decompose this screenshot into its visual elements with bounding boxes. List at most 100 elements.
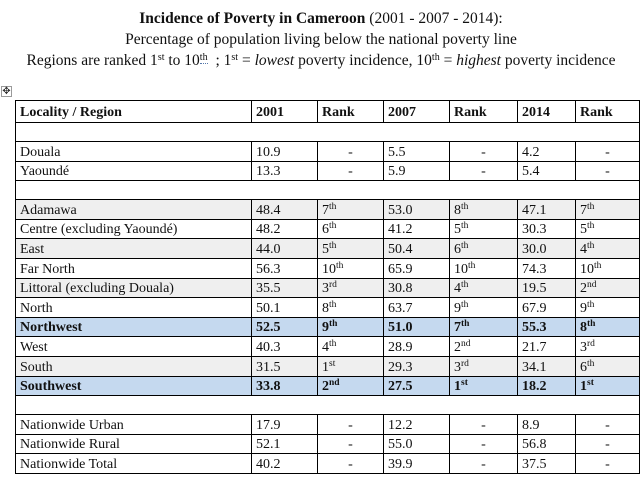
page-title: Incidence of Poverty in Cameroon (2001 -…	[0, 8, 642, 29]
table-row: West 40.3 4th 28.9 2nd 21.7 3rd	[15, 336, 640, 357]
region-name: East	[15, 238, 252, 259]
value-2014: 8.9	[517, 414, 576, 435]
table-row: Adamawa 48.4 7th 53.0 8th 47.1 7th	[15, 199, 640, 220]
region-name: Southwest	[15, 375, 252, 397]
rank-2001: 3rd	[317, 277, 384, 299]
rank-2014: 2nd	[575, 277, 640, 299]
rank-2007: -	[449, 160, 518, 182]
value-2007: 12.2	[383, 414, 450, 435]
poverty-table: Locality / Region 2001 Rank 2007 Rank 20…	[15, 100, 640, 474]
value-2007: 50.4	[383, 238, 450, 259]
rank-2007: 4th	[449, 277, 518, 299]
table-row: Nationwide Rural 52.1-55.0-56.8-	[15, 433, 640, 455]
rank-2001: -	[317, 160, 384, 182]
header-row: Locality / Region 2001 Rank 2007 Rank 20…	[15, 100, 640, 123]
rank-2001: -	[317, 141, 384, 162]
rank-2007: 3rd	[449, 355, 518, 377]
rank-2001: 8th	[317, 297, 384, 318]
col-header-rank-2014: Rank	[575, 100, 640, 123]
col-header-2001: 2001	[251, 100, 318, 123]
rank-2007: -	[449, 414, 518, 435]
region-name: North	[15, 297, 252, 318]
region-name: Adamawa	[15, 199, 252, 220]
region-name: Far North	[15, 257, 252, 279]
rank-2001: 2nd	[317, 375, 384, 397]
table-row: Littoral (excluding Douala) 35.5 3rd 30.8 4t…	[15, 277, 640, 299]
rank-2014: -	[575, 160, 640, 182]
table-row: Nationwide Total 40.2-39.9-37.5-	[15, 453, 640, 474]
move-arrows-icon[interactable]: ✥	[1, 86, 12, 97]
value-2014: 18.2	[517, 375, 576, 397]
value-2014: 30.0	[517, 238, 576, 259]
title-main: Incidence of Poverty in Cameroon	[139, 10, 366, 27]
value-2007: 39.9	[383, 453, 450, 474]
value-2001: 40.2	[251, 453, 318, 474]
value-2001: 40.3	[251, 336, 318, 357]
region-name: South	[15, 355, 252, 377]
rank-2001: -	[317, 453, 384, 474]
table-row: Southwest 33.8 2nd 27.5 1st 18.2 1st	[15, 375, 640, 397]
rank-2014: 9th	[575, 297, 640, 318]
rank-2014: 10th	[575, 257, 640, 279]
value-2007: 29.3	[383, 355, 450, 377]
value-2001: 33.8	[251, 375, 318, 397]
table-row: South 31.5 1st 29.3 3rd 34.1 6th	[15, 355, 640, 377]
spacer-row	[15, 122, 640, 142]
rank-2007: 8th	[449, 199, 518, 220]
ranking-note: Regions are ranked 1st to 10th ; 1st = l…	[26, 52, 616, 69]
locality-name: Douala	[15, 141, 252, 162]
value-2014: 56.8	[517, 433, 576, 455]
rank-2001: 9th	[317, 316, 384, 338]
rank-2007: 2nd	[449, 336, 518, 357]
rank-2001: -	[317, 414, 384, 435]
rank-2014: 6th	[575, 355, 640, 377]
title-years: (2001 - 2007 - 2014):	[369, 10, 503, 27]
table-row: Yaoundé 13.3-5.9-5.4-	[15, 160, 640, 182]
spacer-row	[15, 395, 640, 416]
rank-2001: 4th	[317, 336, 384, 357]
col-header-locality: Locality / Region	[15, 100, 252, 123]
rank-2014: -	[575, 414, 640, 435]
region-name: Centre (excluding Yaoundé)	[15, 218, 252, 240]
rank-2014: -	[575, 141, 640, 162]
value-2007: 55.0	[383, 433, 450, 455]
value-2014: 47.1	[517, 199, 576, 220]
rank-2007: 1st	[449, 375, 518, 397]
rank-2007: 10th	[449, 257, 518, 279]
region-name: Littoral (excluding Douala)	[15, 277, 252, 299]
rank-2014: -	[575, 433, 640, 455]
rank-2014: 5th	[575, 218, 640, 240]
locality-name: Nationwide Rural	[15, 433, 252, 455]
title-block: Incidence of Poverty in Cameroon (2001 -…	[0, 8, 642, 71]
rank-2007: 9th	[449, 297, 518, 318]
locality-name: Yaoundé	[15, 160, 252, 182]
value-2001: 48.2	[251, 218, 318, 240]
rank-2014: 3rd	[575, 336, 640, 357]
table-row: Far North 56.3 10th 65.9 10th 74.3 10th	[15, 257, 640, 279]
value-2001: 48.4	[251, 199, 318, 220]
rank-2007: 5th	[449, 218, 518, 240]
rank-2007: -	[449, 453, 518, 474]
value-2001: 17.9	[251, 414, 318, 435]
rank-2001: 7th	[317, 199, 384, 220]
table-row: Nationwide Urban 17.9-12.2-8.9-	[15, 414, 640, 435]
value-2001: 52.5	[251, 316, 318, 338]
rank-2014: 4th	[575, 238, 640, 259]
value-2001: 35.5	[251, 277, 318, 299]
rank-2007: -	[449, 141, 518, 162]
rank-2007: -	[449, 433, 518, 455]
table-row: Northwest 52.5 9th 51.0 7th 55.3 8th	[15, 316, 640, 338]
value-2007: 51.0	[383, 316, 450, 338]
value-2007: 5.9	[383, 160, 450, 182]
value-2014: 67.9	[517, 297, 576, 318]
value-2001: 13.3	[251, 160, 318, 182]
value-2007: 27.5	[383, 375, 450, 397]
rank-2001: 6th	[317, 218, 384, 240]
value-2014: 37.5	[517, 453, 576, 474]
rank-2014: 8th	[575, 316, 640, 338]
col-header-2014: 2014	[517, 100, 576, 123]
value-2001: 56.3	[251, 257, 318, 279]
value-2014: 21.7	[517, 336, 576, 357]
value-2007: 63.7	[383, 297, 450, 318]
col-header-2007: 2007	[383, 100, 450, 123]
